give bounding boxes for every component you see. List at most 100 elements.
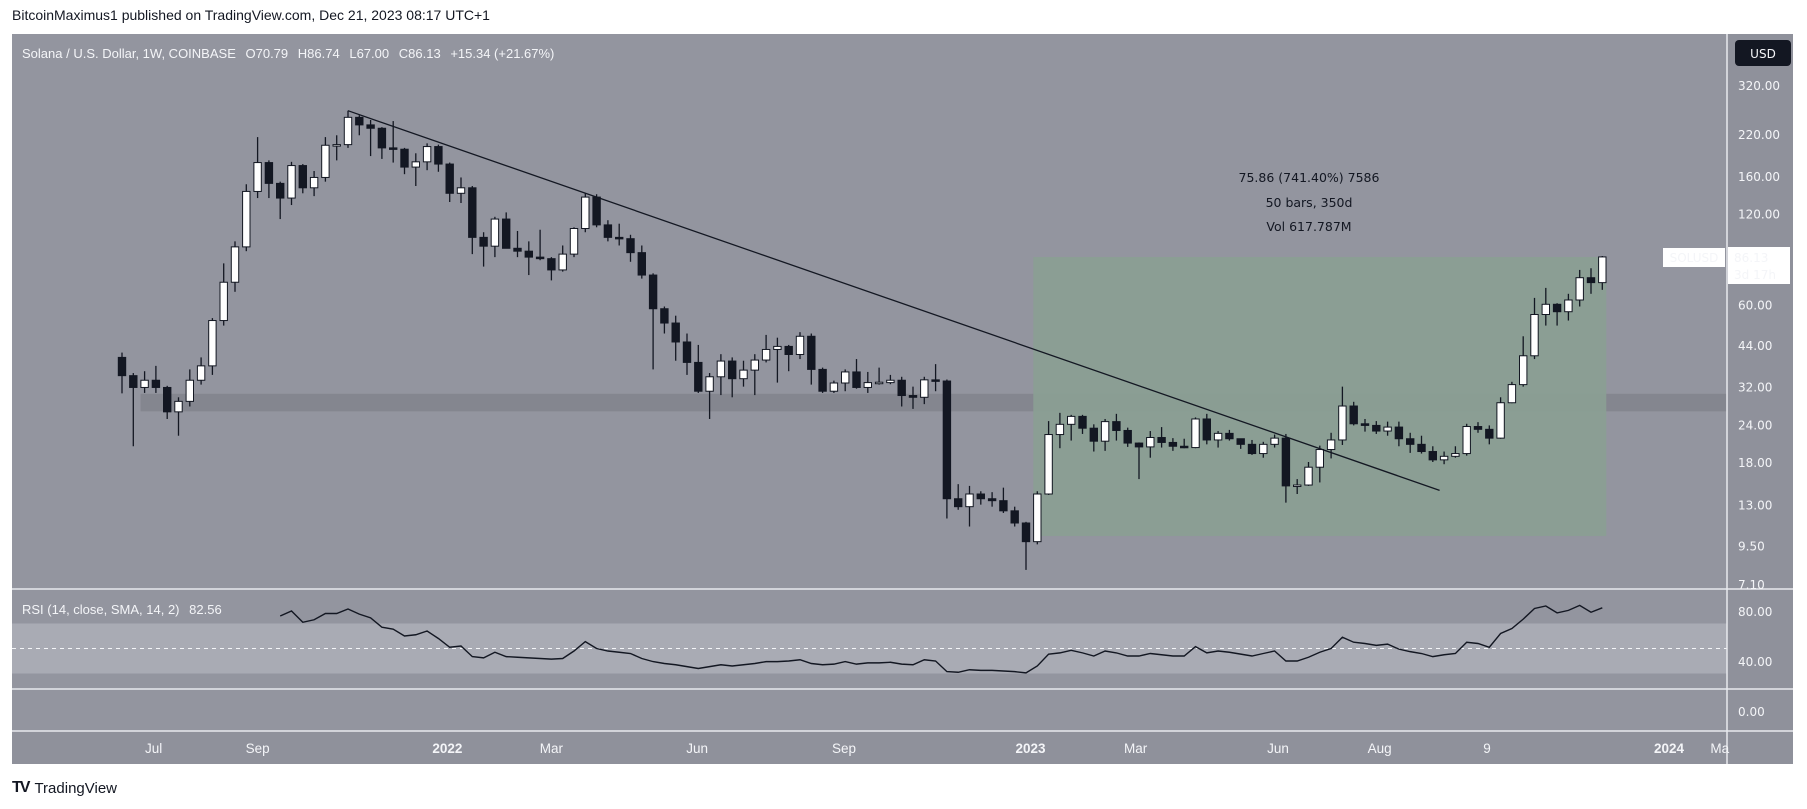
- candle-body: [671, 322, 680, 343]
- candle-bearish: [1406, 432, 1415, 453]
- candle-bearish: [942, 379, 952, 519]
- candle-bearish: [1372, 421, 1381, 434]
- candle-bearish: [648, 273, 658, 370]
- candle-bullish: [321, 137, 330, 182]
- candle-body: [1338, 405, 1347, 441]
- candle-bearish: [1394, 421, 1404, 447]
- tradingview-logo[interactable]: TV TradingView: [12, 779, 117, 797]
- candle-body: [761, 348, 771, 361]
- candle-bullish: [773, 337, 782, 383]
- candle-bullish: [1439, 451, 1449, 465]
- candle-bearish: [1021, 521, 1031, 570]
- time-tick: Jun: [686, 741, 708, 756]
- candle-bearish: [1010, 506, 1019, 527]
- candle-body: [976, 493, 985, 500]
- candle-bearish: [897, 376, 906, 407]
- svg-text:USD: USD: [1750, 47, 1776, 61]
- candle-bearish: [1349, 401, 1358, 426]
- candle-bearish: [400, 147, 409, 175]
- candle-body: [682, 341, 692, 363]
- candle-body: [1044, 434, 1053, 495]
- time-axis-background[interactable]: [12, 731, 1727, 764]
- high-value: 86.74: [307, 46, 340, 61]
- candle-body: [660, 308, 669, 324]
- candle-body: [1439, 455, 1449, 461]
- candle-body: [502, 218, 511, 249]
- candle-bearish: [728, 357, 737, 398]
- candle-body: [795, 335, 805, 355]
- candle-body: [874, 381, 884, 385]
- candle-body: [140, 379, 149, 388]
- candle-body: [208, 320, 217, 367]
- currency-button[interactable]: USD: [1735, 40, 1791, 66]
- time-tick: 2023: [1015, 741, 1046, 756]
- candle-bearish: [637, 245, 646, 279]
- candle-bullish: [208, 318, 217, 375]
- candle-body: [1473, 426, 1483, 430]
- candle-bearish: [987, 492, 997, 507]
- candle-body: [1191, 418, 1200, 449]
- candle-body: [377, 127, 387, 149]
- candle-body: [1157, 437, 1166, 443]
- candle-body: [287, 165, 296, 199]
- candle-bearish: [671, 315, 680, 361]
- candle-body: [648, 274, 658, 310]
- candle-bearish: [1157, 427, 1166, 448]
- candle-body: [705, 376, 714, 392]
- candle-bullish: [219, 263, 228, 326]
- candle-bearish: [355, 115, 364, 136]
- price-tick: 7.10: [1738, 578, 1765, 592]
- candle-body: [1259, 443, 1268, 455]
- candle-body: [1462, 426, 1471, 455]
- candle-bearish: [807, 333, 816, 385]
- candle-body: [615, 236, 624, 240]
- candle-body: [1372, 424, 1381, 432]
- candle-bearish: [163, 385, 172, 419]
- candle-body: [841, 371, 850, 384]
- candle-bullish: [230, 241, 240, 292]
- candle-body: [1236, 438, 1245, 445]
- candle-bullish: [1191, 417, 1200, 449]
- candle-bullish: [140, 371, 149, 393]
- symbol-price-tag: SOLUSD 86.13 3d 17h: [1663, 247, 1790, 284]
- candle-body: [1564, 299, 1573, 313]
- candle-body: [1100, 421, 1110, 442]
- candle-body: [954, 498, 963, 508]
- low-value: 67.00: [357, 46, 390, 61]
- candle-body: [253, 162, 262, 192]
- candle-bullish: [739, 360, 748, 387]
- candle-body: [411, 161, 421, 168]
- measure-change: 75.86 (741.40%) 7586: [1239, 170, 1380, 185]
- candle-bearish: [535, 229, 545, 261]
- candle-bullish: [1270, 434, 1279, 448]
- candle-bullish: [761, 334, 771, 363]
- candle-bullish: [795, 332, 805, 360]
- candle-body: [920, 379, 929, 398]
- candle-body: [1225, 432, 1234, 440]
- candle-bearish: [1552, 303, 1562, 326]
- candles: [117, 110, 1607, 570]
- trendline[interactable]: [347, 110, 1440, 491]
- candle-body: [1146, 437, 1155, 448]
- candle-body: [242, 190, 251, 248]
- candle-bearish: [1247, 439, 1257, 455]
- candle-bullish: [1259, 441, 1268, 458]
- price-tick: 13.00: [1738, 499, 1772, 513]
- candle-body: [1270, 437, 1279, 445]
- candle-body: [1293, 484, 1302, 488]
- candle-bearish: [1485, 425, 1494, 445]
- candle-bearish: [1225, 429, 1234, 441]
- candle-body: [1530, 314, 1539, 357]
- candle-body: [468, 187, 477, 238]
- candle-body: [1281, 437, 1291, 487]
- candle-bullish: [242, 184, 251, 252]
- candle-body: [626, 238, 635, 254]
- measure-range-box[interactable]: [1033, 256, 1607, 537]
- candle-bearish: [479, 232, 488, 267]
- candle-body: [129, 375, 138, 388]
- candle-body: [524, 250, 533, 258]
- price-axis-background[interactable]: [1727, 34, 1793, 764]
- time-tick: Aug: [1368, 741, 1392, 756]
- candle-body: [185, 379, 195, 402]
